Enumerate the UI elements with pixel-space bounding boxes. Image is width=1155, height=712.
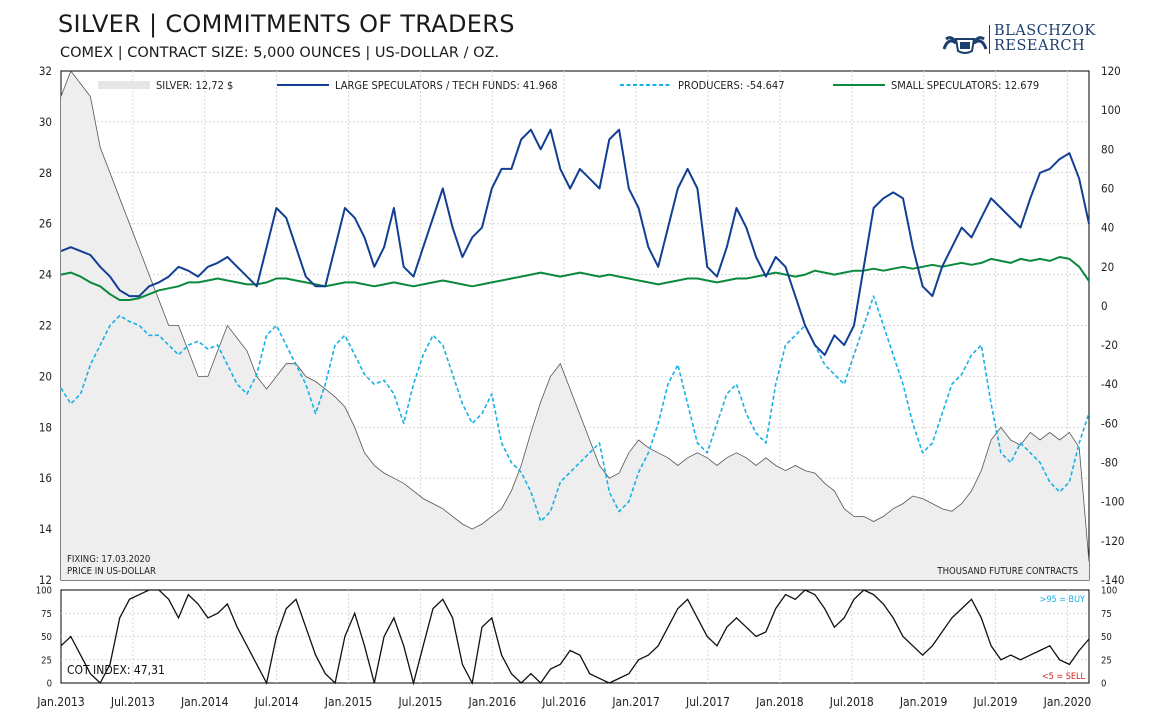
x-tick-label: Jan.2018: [755, 695, 804, 709]
left-tick-label: 24: [39, 268, 52, 282]
cot-left-tick: 25: [41, 655, 52, 666]
x-tick-label: Jan.2015: [324, 695, 373, 709]
silver-series: [60, 70, 1090, 580]
x-tick-label: Jan.2019: [899, 695, 948, 709]
right-tick-label: -40: [1101, 377, 1118, 391]
cot-left-tick: 50: [41, 632, 52, 643]
cot-right-tick: 75: [1101, 609, 1112, 620]
left-tick-label: 12: [39, 573, 52, 587]
legend-label: PRODUCERS: -54.647: [678, 79, 785, 92]
cot-index-grid: [61, 590, 1089, 683]
left-tick-label: 14: [39, 522, 52, 536]
contracts-unit-note: THOUSAND FUTURE CONTRACTS: [936, 566, 1078, 577]
left-tick-label: 16: [39, 471, 52, 485]
left-tick-label: 22: [39, 319, 52, 333]
x-tick-label: Jul.2015: [397, 695, 442, 709]
sell-threshold-label: <5 = SELL: [1042, 672, 1086, 682]
left-axis: 12 14 16 18 20 22 24 26 28 30 32: [39, 64, 52, 587]
cot-left-tick: 100: [36, 586, 52, 597]
logo-line-2: RESEARCH: [994, 38, 1086, 54]
large-speculators-line: [60, 128, 1090, 356]
x-tick-label: Jan.2020: [1043, 695, 1092, 709]
silver-line: [60, 70, 1090, 562]
right-tick-label: 100: [1101, 103, 1121, 117]
x-tick-label: Jul.2018: [829, 695, 874, 709]
right-axis: -140 -120 -100 -80 -60 -40 -20 0 20 40 60 80 100 120: [1101, 64, 1124, 587]
right-tick-label: 20: [1101, 260, 1114, 274]
logo-divider: [989, 25, 990, 54]
left-tick-label: 32: [39, 64, 52, 78]
x-tick-label: Jan.2014: [180, 695, 229, 709]
cot-index-line: [60, 589, 1090, 686]
buy-threshold-label: >95 = BUY: [1040, 595, 1085, 605]
fixing-note: FIXING: 17.03.2020: [67, 554, 150, 565]
x-tick-label: Jul.2017: [685, 695, 730, 709]
x-tick-label: Jan.2013: [36, 695, 85, 709]
left-tick-label: 30: [39, 115, 52, 129]
x-tick-label: Jul.2013: [110, 695, 155, 709]
price-unit-note: PRICE IN US-DOLLAR: [67, 566, 156, 577]
right-tick-label: -20: [1101, 338, 1118, 352]
x-tick-label: Jul.2014: [254, 695, 299, 709]
logo-line-1: BLASCHZOK: [994, 23, 1096, 39]
right-tick-label: -80: [1101, 456, 1118, 470]
cot-right-tick: 100: [1101, 586, 1117, 597]
legend-label: LARGE SPECULATORS / TECH FUNDS: 41.968: [335, 79, 558, 92]
right-tick-label: -120: [1101, 534, 1124, 548]
cot-right-tick: 25: [1101, 655, 1112, 666]
cot-right-tick: 50: [1101, 632, 1112, 643]
legend-label: SMALL SPECULATORS: 12.679: [891, 79, 1039, 92]
blaschzok-logo-icon: [942, 36, 988, 54]
right-tick-label: -100: [1101, 495, 1124, 509]
cot-left-tick: 0: [47, 679, 52, 690]
legend-swatch-silver: [98, 81, 150, 89]
cot-index-series: [60, 589, 1090, 686]
right-tick-label: 0: [1101, 299, 1108, 313]
right-tick-label: 120: [1101, 64, 1121, 78]
cot-index-axes: 0 0 25 25 50 50 75 75 100 100: [36, 586, 1118, 690]
producers-line: [60, 295, 1090, 523]
left-tick-label: 18: [39, 420, 52, 434]
silver-area: [61, 71, 1089, 580]
chart-title: SILVER | COMMITMENTS OF TRADERS: [58, 10, 515, 38]
right-tick-label: 60: [1101, 181, 1114, 195]
right-tick-label: 40: [1101, 221, 1114, 235]
x-axis: Jan.2013 Jul.2013 Jan.2014 Jul.2014 Jan.2015…: [36, 695, 1091, 709]
cot-series: [60, 128, 1090, 523]
left-tick-label: 26: [39, 217, 52, 231]
right-tick-label: 80: [1101, 142, 1114, 156]
cot-index-label: COT INDEX: 47,31: [67, 663, 165, 677]
x-tick-label: Jan.2017: [611, 695, 660, 709]
x-tick-label: Jul.2019: [973, 695, 1018, 709]
cot-right-tick: 0: [1101, 679, 1106, 690]
right-tick-label: -60: [1101, 416, 1118, 430]
x-tick-label: Jul.2016: [541, 695, 586, 709]
chart-subtitle: COMEX | CONTRACT SIZE: 5,000 OUNCES | US…: [60, 45, 500, 61]
left-tick-label: 20: [39, 369, 52, 383]
x-tick-label: Jan.2016: [468, 695, 517, 709]
legend-label: SILVER: 12,72 $: [156, 79, 233, 92]
right-tick-label: -140: [1101, 573, 1124, 587]
legend: SILVER: 12,72 $ LARGE SPECULATORS / TECH …: [98, 79, 1039, 92]
logo-text: BLASCHZOK RESEARCH: [994, 24, 1096, 54]
left-tick-label: 28: [39, 166, 52, 180]
cot-left-tick: 75: [41, 609, 52, 620]
